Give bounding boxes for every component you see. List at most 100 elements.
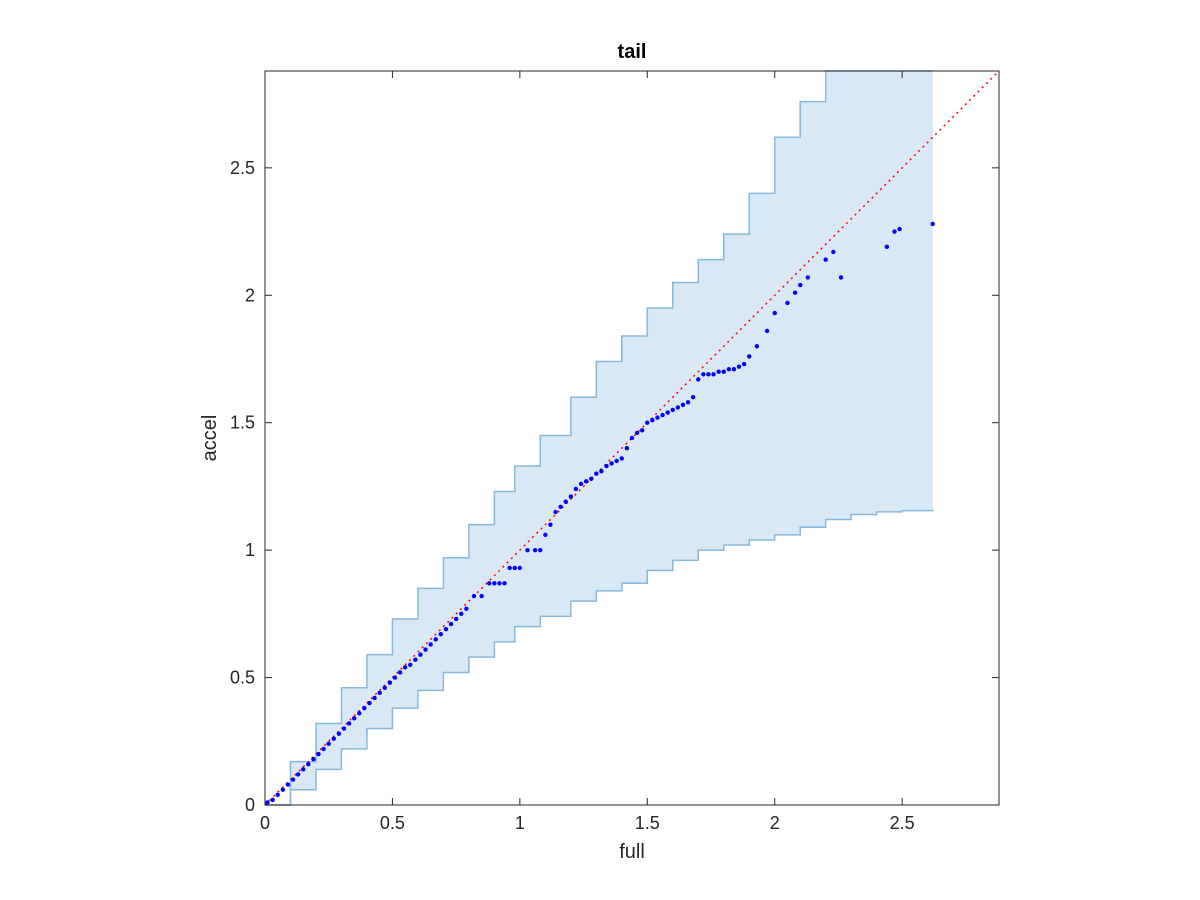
x-tick-label: 0 (260, 813, 270, 833)
data-point (589, 476, 594, 481)
data-point (660, 412, 665, 418)
data-point (823, 257, 828, 262)
data-point (443, 626, 449, 632)
data-point (438, 632, 444, 637)
data-point (270, 797, 275, 803)
data-point (785, 300, 790, 306)
data-point (352, 716, 357, 721)
data-point (387, 680, 393, 685)
data-point (402, 665, 408, 670)
data-point (563, 499, 568, 504)
data-point (548, 522, 553, 527)
data-point (346, 721, 352, 726)
data-point (423, 647, 428, 652)
data-point (690, 395, 696, 400)
data-point (326, 741, 331, 747)
data-point (599, 468, 604, 474)
data-point (558, 504, 563, 510)
band-upper-edge (265, 70, 933, 806)
data-point (805, 275, 811, 280)
data-point (573, 486, 579, 492)
x-tick-label: 1.5 (635, 813, 660, 833)
data-point (464, 606, 469, 611)
data-point (285, 782, 291, 787)
data-point (685, 400, 691, 405)
data-point (741, 361, 747, 367)
x-axis-label: full (619, 841, 645, 863)
data-point (331, 736, 337, 741)
data-point (507, 565, 512, 571)
data-point (747, 354, 752, 359)
data-point (306, 762, 311, 767)
reference-line (264, 70, 1000, 806)
data-point (295, 772, 301, 777)
data-point (459, 611, 464, 617)
data-point (594, 471, 599, 476)
data-point (831, 249, 836, 255)
data-point (357, 711, 362, 716)
data-point (479, 593, 484, 599)
data-point (711, 372, 716, 377)
data-point (525, 547, 530, 553)
y-axis-label: accel (199, 415, 221, 462)
data-point (418, 652, 423, 657)
data-point (553, 509, 558, 515)
data-point (670, 407, 675, 413)
y-tick-label: 1.5 (230, 413, 255, 433)
data-point (433, 637, 438, 642)
data-point (502, 581, 507, 586)
y-tick-label: 1 (245, 540, 255, 560)
data-point (413, 657, 418, 662)
data-point (650, 417, 655, 423)
y-tick-label: 0.5 (230, 668, 255, 688)
data-point (706, 372, 711, 377)
data-point (382, 685, 387, 690)
data-point (930, 221, 935, 227)
chart-title: tail (618, 41, 647, 63)
data-point (884, 244, 890, 250)
data-point (497, 581, 502, 586)
data-point (897, 226, 902, 232)
data-point (726, 366, 732, 372)
data-point (377, 690, 382, 696)
data-point (736, 364, 742, 369)
data-point (645, 420, 650, 425)
data-point (397, 670, 403, 675)
data-point (721, 369, 726, 374)
data-point (275, 792, 280, 798)
data-point (716, 369, 721, 374)
data-point (543, 532, 548, 538)
data-point (517, 565, 523, 571)
data-point (453, 616, 459, 622)
y-tick-label: 2 (245, 285, 255, 305)
axis-ticks: 0 0.5 1 1.5 2 2.5 0 0.5 1 1.5 2 2.5 (230, 71, 999, 833)
data-point (680, 402, 686, 408)
data-point (492, 581, 497, 586)
data-point (372, 695, 377, 701)
data-point (655, 415, 660, 420)
data-point (301, 767, 306, 772)
band-lower-edge (265, 509, 934, 806)
data-point (619, 456, 625, 461)
x-tick-label: 2.5 (890, 813, 915, 833)
data-point (538, 547, 543, 553)
data-point (731, 366, 737, 372)
data-point (448, 621, 454, 627)
confidence-band (265, 71, 933, 805)
data-point (280, 787, 286, 792)
data-point (639, 428, 645, 433)
data-point (838, 275, 844, 280)
data-point (321, 746, 326, 752)
data-point (471, 593, 477, 599)
data-point (792, 290, 798, 295)
data-point (675, 405, 681, 410)
data-point (532, 547, 538, 553)
data-point (754, 344, 760, 349)
data-point (408, 662, 413, 668)
x-tick-label: 0.5 (380, 813, 405, 833)
data-point (614, 458, 619, 464)
y-tick-label: 0 (245, 795, 255, 815)
data-point (604, 463, 609, 469)
y-tick-label: 2.5 (230, 158, 255, 178)
data-point (367, 700, 372, 706)
